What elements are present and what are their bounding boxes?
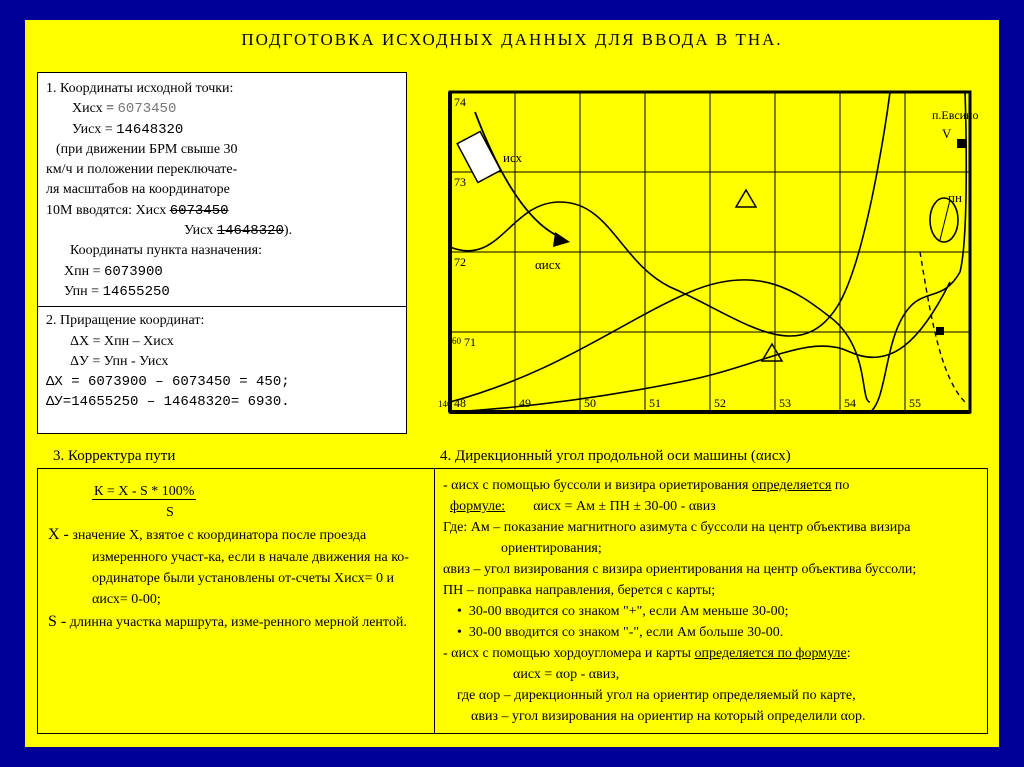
s-definition: S - длинна участка маршрута, изме-ренног… bbox=[48, 610, 427, 634]
s4-aviz-def: αвиз – угол визирования с визира ориенти… bbox=[443, 559, 979, 580]
svg-text:54: 54 bbox=[844, 396, 856, 410]
s4-am-def: Где: Ам – показание магнитного азимута с… bbox=[443, 517, 979, 559]
coordinates-box: 1. Координаты исходной точки: Хисх = 607… bbox=[37, 72, 407, 434]
dest-header: Координаты пункта назначения: bbox=[46, 241, 398, 261]
xpn-value: 6073900 bbox=[104, 264, 163, 280]
s4-formula2: αисх = αор - αвиз, bbox=[443, 664, 979, 685]
xisx-label: Хисх = bbox=[72, 101, 118, 116]
ypn-value: 14655250 bbox=[103, 284, 170, 300]
note-line-1: (при движении БРМ свыше 30 bbox=[46, 140, 398, 160]
sec2-header: 2. Приращение координат: bbox=[46, 311, 398, 331]
s4-aviz2-def: αвиз – угол визирования на ориентир на к… bbox=[443, 706, 979, 727]
svg-text:71: 71 bbox=[464, 335, 476, 349]
note-line-2: км/ч и положении переключате- bbox=[46, 160, 398, 180]
s4-bullet2: • 30-00 вводится со знаком "-", если Ам … bbox=[443, 622, 979, 643]
svg-text:55: 55 bbox=[909, 396, 921, 410]
sec3-header: 3. Корректура пути bbox=[53, 448, 175, 465]
xisx-value: 6073450 bbox=[118, 101, 177, 117]
svg-text:исх: исх bbox=[503, 150, 523, 165]
document-page: ПОДГОТОВКА ИСХОДНЫХ ДАННЫХ ДЛЯ ВВОДА В Т… bbox=[25, 20, 999, 747]
svg-text:60: 60 bbox=[452, 336, 462, 346]
dy-calc: ΔУ=14655250 – 14648320= 6930. bbox=[46, 392, 398, 412]
svg-text:74: 74 bbox=[454, 95, 466, 109]
svg-text:72: 72 bbox=[454, 255, 466, 269]
xpn-label: Хпн = bbox=[64, 264, 104, 279]
xisx-strike: 6073450 bbox=[170, 203, 229, 219]
svg-text:53: 53 bbox=[779, 396, 791, 410]
directional-angle-box: - αисх с помощью буссоли и визира ориети… bbox=[434, 468, 988, 734]
correction-box: К = Х - S * 100% S Х - значение Х, взято… bbox=[37, 468, 435, 734]
yisx-strike: 14648320 bbox=[217, 223, 284, 239]
map-diagram: 14648495051525354557473726071исхαисхпнп.… bbox=[420, 72, 986, 432]
svg-text:51: 51 bbox=[649, 396, 661, 410]
dx-calc: ΔХ = 6073900 – 6073450 = 450; bbox=[46, 372, 398, 392]
page-title: ПОДГОТОВКА ИСХОДНЫХ ДАННЫХ ДЛЯ ВВОДА В Т… bbox=[25, 20, 999, 50]
svg-text:V: V bbox=[942, 126, 952, 141]
s4-aor-def: где αор – дирекционный угол на ориентир … bbox=[443, 685, 979, 706]
note-line-4a: 10М вводятся: Хисх bbox=[46, 203, 170, 218]
x-definition: Х - значение Х, взятое с координатора по… bbox=[48, 523, 427, 610]
s4-bullet1: • 30-00 вводится со знаком "+", если Ам … bbox=[443, 601, 979, 622]
s4-line1: - αисх с помощью буссоли и визира ориети… bbox=[443, 475, 979, 496]
svg-text:52: 52 bbox=[714, 396, 726, 410]
svg-text:146: 146 bbox=[438, 399, 452, 409]
svg-text:пн: пн bbox=[948, 190, 962, 205]
s4-pn-def: ПН – поправка направления, берется с кар… bbox=[443, 580, 979, 601]
yisx-label: Уисх = bbox=[72, 122, 116, 137]
paren-close: ). bbox=[284, 223, 292, 238]
ypn-label: Упн = bbox=[64, 284, 103, 299]
yisx-strike-label: Уисх bbox=[184, 223, 217, 238]
s4-line2: формуле: αисх = Ам ± ПН ± 30-00 - αвиз bbox=[443, 496, 979, 517]
svg-text:73: 73 bbox=[454, 175, 466, 189]
note-line-3: ля масштабов на координаторе bbox=[46, 180, 398, 200]
svg-text:п.Евсино: п.Евсино bbox=[932, 108, 979, 122]
yisx-value: 14648320 bbox=[116, 122, 183, 138]
k-formula-top: К = Х - S * 100% bbox=[48, 481, 427, 502]
dy-formula: ΔУ = Упн - Уисх bbox=[46, 352, 398, 372]
svg-text:49: 49 bbox=[519, 396, 531, 410]
dx-formula: ΔХ = Хпн – Хисх bbox=[46, 332, 398, 352]
k-formula-bottom: S bbox=[48, 502, 427, 523]
sec1-header: 1. Координаты исходной точки: bbox=[46, 79, 398, 99]
svg-text:αисх: αисх bbox=[535, 257, 561, 272]
sec4-header: 4. Дирекционный угол продольной оси маши… bbox=[440, 448, 791, 465]
s4-line6: - αисх с помощью хордоугломера и карты о… bbox=[443, 643, 979, 664]
